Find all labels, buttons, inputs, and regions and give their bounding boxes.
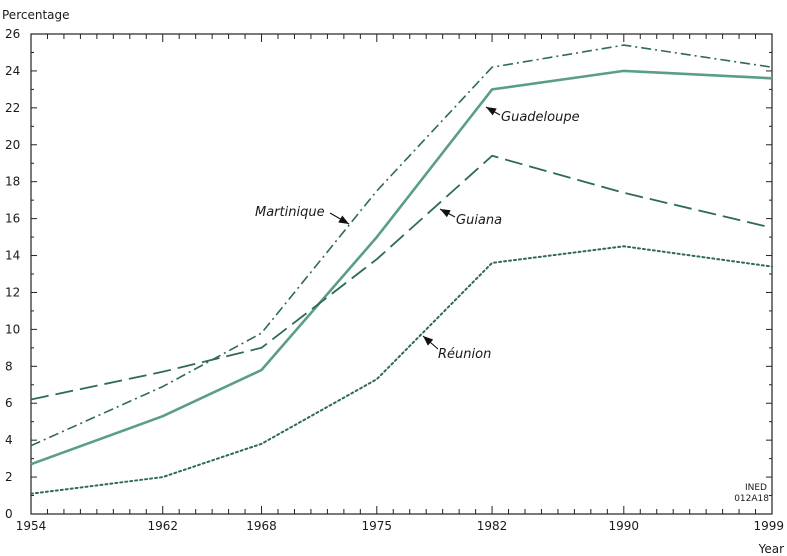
series-label-guiana: Guiana: [456, 213, 502, 228]
y-tick-label: 12: [5, 285, 20, 299]
y-tick-label: 10: [5, 322, 20, 336]
y-tick-label: 14: [5, 249, 20, 263]
chart-axes: [30, 33, 773, 515]
credit-line-1: INED: [745, 483, 767, 493]
y-tick-label: 0: [5, 507, 13, 521]
series-line-runion: [30, 245, 773, 495]
x-tick-label: 1990: [609, 519, 640, 533]
y-axis-title: Percentage: [2, 8, 70, 22]
annotation-arrowhead-guadeloupe: [486, 107, 497, 116]
y-tick-label: 8: [5, 359, 13, 373]
credit-line-2: 012A18: [734, 494, 769, 504]
annotation-arrowhead-runion: [423, 336, 434, 346]
x-tick-label: 1982: [477, 519, 508, 533]
y-tick-label: 4: [5, 433, 13, 447]
series-label-runion: Réunion: [438, 347, 491, 362]
y-tick-label: 20: [5, 138, 20, 152]
series-line-martinique: [30, 44, 773, 447]
annotation-arrowhead-guiana: [440, 209, 451, 218]
chart-annotations: Martinique Guadeloupe Guiana Réunion: [255, 106, 580, 362]
x-tick-label: 1975: [362, 519, 393, 533]
x-tick-label: 1999: [753, 519, 784, 533]
y-tick-label: 18: [5, 175, 20, 189]
x-tick-label: 1968: [246, 519, 277, 533]
y-tick-label: 16: [5, 212, 20, 226]
x-axis-title: Year: [758, 542, 784, 556]
y-tick-label: 22: [5, 101, 20, 115]
y-tick-label: 24: [5, 64, 20, 78]
series-line-guadeloupe: [30, 69, 773, 466]
x-tick-label: 1962: [147, 519, 178, 533]
annotation-arrowhead-martinique: [338, 215, 349, 224]
y-tick-label: 6: [5, 396, 13, 410]
chart-series: [30, 44, 773, 495]
y-tick-label: 2: [5, 470, 13, 484]
series-line-guiana: [30, 154, 773, 401]
y-tick-label: 26: [5, 27, 20, 41]
plot-frame: [30, 33, 773, 515]
series-label-guadeloupe: Guadeloupe: [501, 110, 580, 125]
series-label-martinique: Martinique: [255, 205, 325, 220]
x-tick-label: 1954: [16, 519, 47, 533]
